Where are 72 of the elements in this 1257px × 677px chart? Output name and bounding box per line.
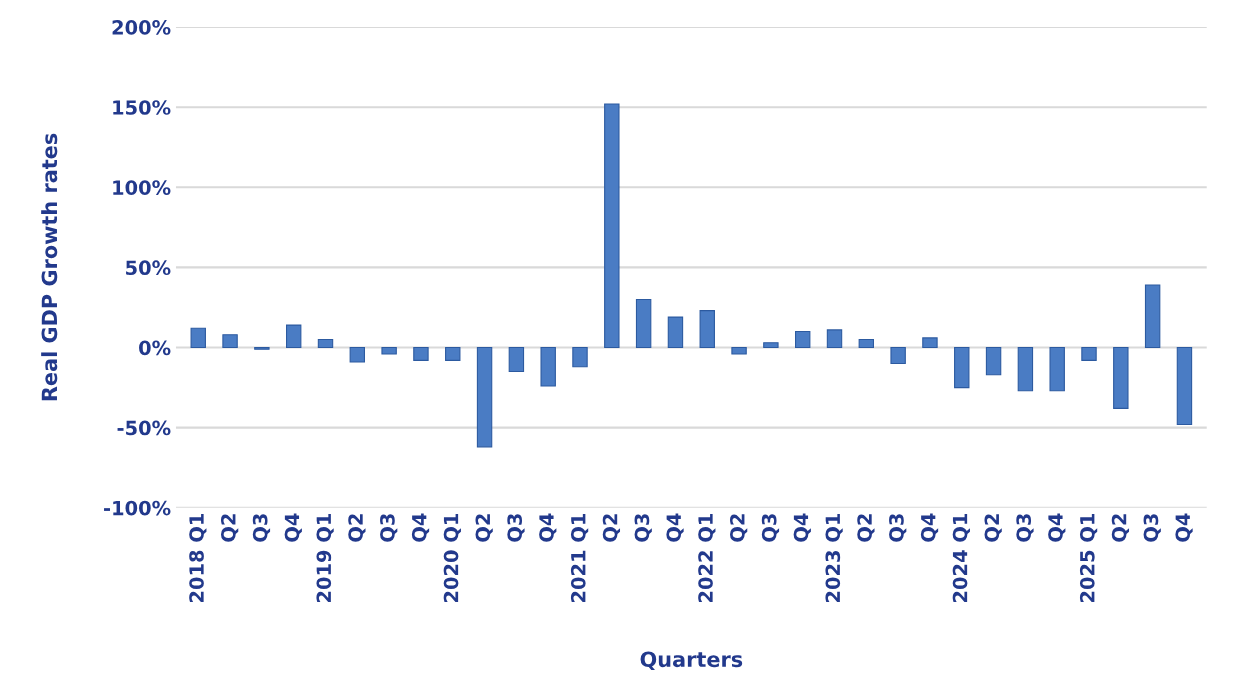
x-tick-label: 2020 Q1 xyxy=(443,513,461,603)
x-tick-label: Q3 xyxy=(252,514,271,542)
y-tick-label: -50% xyxy=(117,420,171,436)
y-tick-label: 0% xyxy=(139,340,171,356)
bar xyxy=(1113,346,1129,409)
x-tick-label: Q4 xyxy=(666,513,684,542)
x-tick-label: 2025 Q1 xyxy=(1079,513,1098,603)
bar xyxy=(985,346,1002,376)
x-tick-label: Q3 xyxy=(1016,514,1034,542)
bar xyxy=(763,342,779,349)
x-tick-label: Q2 xyxy=(857,514,875,542)
bar xyxy=(667,316,684,349)
bar xyxy=(1017,346,1034,392)
x-tick-label: Q2 xyxy=(602,514,621,542)
x-tick-label: Q4 xyxy=(411,513,430,542)
bar xyxy=(508,346,525,373)
bar xyxy=(604,103,620,349)
bar xyxy=(572,346,588,368)
x-tick-label: Q3 xyxy=(380,514,398,542)
x-tick-label: Q3 xyxy=(507,514,525,542)
y-tick-label: 100% xyxy=(113,180,171,195)
bar xyxy=(1049,346,1065,392)
x-tick-label: Q3 xyxy=(1143,514,1161,542)
bar xyxy=(540,346,556,387)
x-tick-label: Q3 xyxy=(634,514,652,542)
bar xyxy=(445,346,461,361)
bar xyxy=(1081,346,1097,361)
y-tick-label: 50% xyxy=(126,260,171,276)
bar xyxy=(794,330,811,349)
bar xyxy=(190,327,206,349)
bar xyxy=(381,346,397,355)
y-tick-label: 150% xyxy=(113,100,171,115)
x-tick-label: Q2 xyxy=(730,514,748,542)
x-tick-label: Q4 xyxy=(1048,513,1066,542)
x-tick-label: Q4 xyxy=(793,513,811,542)
x-tick-label: 2023 Q1 xyxy=(825,513,843,603)
bar xyxy=(285,324,302,349)
x-tick-label: Q4 xyxy=(284,513,302,542)
y-tick-label: -100% xyxy=(104,500,171,516)
x-tick-label: Q3 xyxy=(761,514,780,542)
bar xyxy=(1144,284,1161,349)
bar xyxy=(349,346,366,363)
bar xyxy=(699,310,715,349)
y-axis-title: Real GDP Growth rates xyxy=(41,133,58,401)
x-tick-label: 2022 Q1 xyxy=(698,513,716,603)
x-tick-label: 2021 Q1 xyxy=(570,513,589,603)
bar xyxy=(731,346,747,355)
bar xyxy=(317,338,334,349)
bar xyxy=(222,334,238,349)
x-tick-label: Q4 xyxy=(920,513,939,542)
x-tick-label: Q2 xyxy=(1111,514,1130,542)
x-tick-label: 2024 Q1 xyxy=(952,513,970,603)
x-tick-label: 2019 Q1 xyxy=(316,513,334,603)
x-tick-label: Q2 xyxy=(348,514,366,542)
bar xyxy=(826,329,843,349)
y-tick-label: 200% xyxy=(112,20,171,35)
x-tick-label: Q2 xyxy=(984,514,1002,542)
x-tick-label: Q2 xyxy=(221,514,239,542)
bar xyxy=(954,346,970,389)
bar xyxy=(635,298,652,349)
bar xyxy=(1176,346,1193,425)
x-axis-title: Quarters xyxy=(640,651,743,670)
x-tick-label: 2018 Q1 xyxy=(189,513,207,603)
bar xyxy=(858,338,875,349)
x-tick-label: Q4 xyxy=(1175,513,1193,542)
bar xyxy=(413,346,429,361)
bar xyxy=(890,346,906,365)
bar xyxy=(476,346,493,448)
x-tick-label: Q2 xyxy=(475,514,493,542)
bar xyxy=(922,337,938,349)
x-tick-label: Q4 xyxy=(539,513,557,542)
x-tick-label: Q3 xyxy=(889,514,907,542)
